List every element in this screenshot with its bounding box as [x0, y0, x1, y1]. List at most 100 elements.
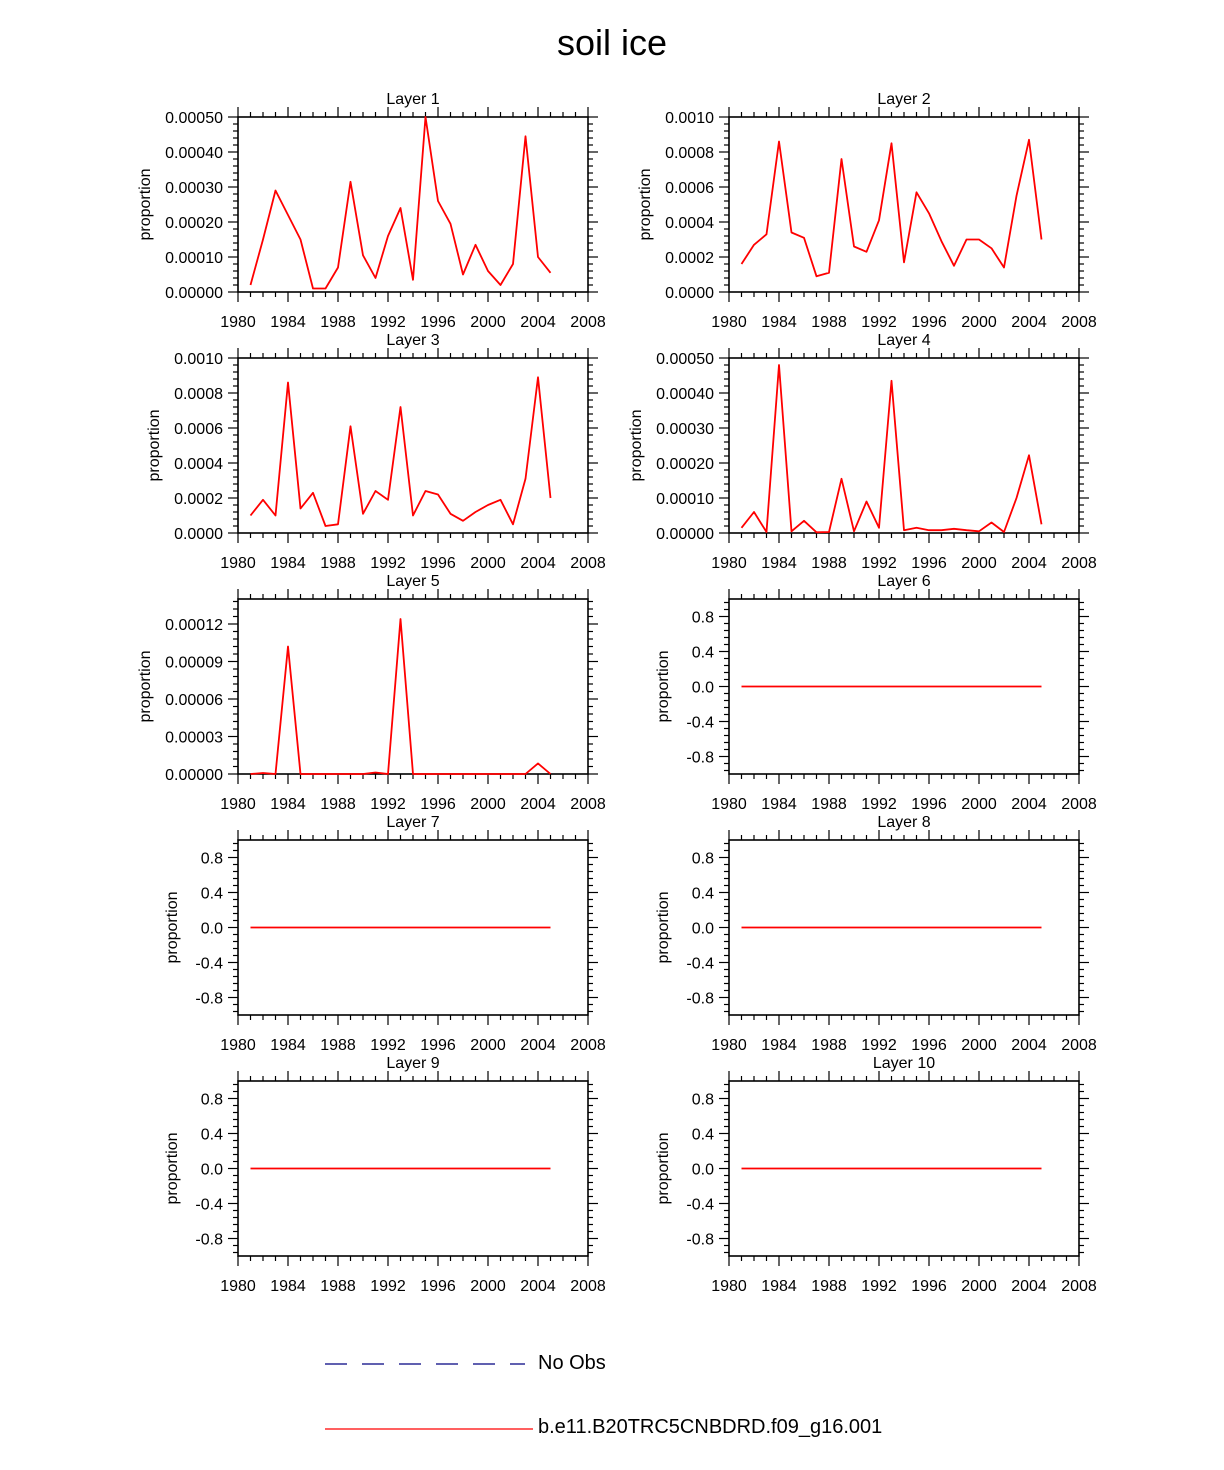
x-tick-label: 1988 [320, 796, 356, 813]
plot-frame [237, 598, 589, 775]
y-tick-label: -0.8 [686, 1232, 714, 1249]
y-tick-label: -0.4 [195, 956, 223, 973]
y-tick-label: -0.8 [195, 1232, 223, 1249]
y-tick-label: 0.00010 [165, 250, 223, 267]
x-tick-label: 2004 [520, 796, 556, 813]
y-tick-label: -0.4 [686, 1197, 714, 1214]
x-tick-label: 2004 [1011, 1278, 1047, 1295]
x-tick-label: 2008 [570, 314, 606, 331]
chart-panel-8: Layer 8 1980 1984 1988 1992 1996 2000 2004 2008 -… [655, 814, 1097, 1054]
y-tick-label: 0.0000 [665, 285, 714, 302]
x-tick-label: 1996 [911, 555, 947, 572]
y-tick-label: 0.0 [692, 1162, 714, 1179]
x-tick-label: 1996 [420, 796, 456, 813]
legend-label-model: b.e11.B20TRC5CNBDRD.f09_g16.001 [538, 1416, 883, 1438]
x-tick-label: 1992 [861, 314, 897, 331]
x-tick-label: 2008 [1061, 1278, 1097, 1295]
y-tick-label: 0.00040 [656, 386, 714, 403]
x-tick-label: 1984 [270, 314, 306, 331]
y-axis-label: proportion [137, 168, 154, 240]
x-tick-label: 1988 [320, 555, 356, 572]
series-line [740, 138, 1043, 278]
x-tick-label: 2000 [961, 1278, 997, 1295]
chart-panel-10: Layer 10 1980 1984 1988 1992 1996 2000 2004 2008… [655, 1055, 1097, 1295]
x-tick-label: 2004 [1011, 796, 1047, 813]
y-tick-label: 0.8 [692, 1092, 714, 1109]
y-tick-label: 0.4 [201, 886, 223, 903]
y-axis-label: proportion [655, 1132, 672, 1204]
y-axis-label: proportion [146, 409, 163, 481]
plot-frame [728, 116, 1080, 293]
chart-panel-6: Layer 6 1980 1984 1988 1992 1996 2000 2004 2008 -… [655, 573, 1097, 813]
x-tick-label: 2008 [570, 555, 606, 572]
panel-title: Layer 3 [386, 332, 439, 349]
y-tick-label: 0.00020 [656, 456, 714, 473]
x-tick-label: 1992 [370, 314, 406, 331]
x-tick-label: 2000 [961, 555, 997, 572]
y-tick-label: -0.4 [195, 1197, 223, 1214]
x-tick-label: 2000 [470, 314, 506, 331]
y-tick-label: 0.00006 [165, 692, 223, 709]
x-tick-label: 1992 [370, 796, 406, 813]
x-tick-label: 2004 [1011, 314, 1047, 331]
x-tick-label: 1984 [761, 314, 797, 331]
y-tick-label: 0.00009 [165, 655, 223, 672]
x-tick-label: 1984 [270, 796, 306, 813]
y-tick-label: 0.0 [201, 1162, 223, 1179]
panel-title: Layer 5 [386, 573, 439, 590]
y-tick-label: 0.0000 [174, 526, 223, 543]
y-tick-label: 0.0010 [665, 110, 714, 127]
x-tick-label: 1996 [420, 555, 456, 572]
x-tick-label: 2004 [520, 314, 556, 331]
y-tick-label: 0.00000 [656, 526, 714, 543]
x-tick-label: 2008 [570, 1278, 606, 1295]
legend-label-no-obs: No Obs [538, 1352, 606, 1374]
x-tick-label: 2000 [961, 796, 997, 813]
y-tick-label: 0.0 [692, 921, 714, 938]
x-tick-label: 1984 [270, 1037, 306, 1054]
x-tick-label: 1980 [220, 796, 256, 813]
x-tick-label: 2008 [570, 796, 606, 813]
y-tick-label: 0.00010 [656, 491, 714, 508]
y-tick-label: 0.0008 [174, 386, 223, 403]
legend-dashed-line [325, 1363, 525, 1365]
y-tick-label: 0.0008 [665, 145, 714, 162]
panel-title: Layer 1 [386, 91, 439, 108]
y-tick-label: 0.8 [201, 851, 223, 868]
x-tick-label: 2000 [470, 1037, 506, 1054]
y-tick-label: 0.0002 [665, 250, 714, 267]
y-tick-label: 0.0010 [174, 351, 223, 368]
y-tick-label: 0.8 [201, 1092, 223, 1109]
x-tick-label: 1996 [420, 1278, 456, 1295]
y-tick-label: 0.4 [692, 1127, 714, 1144]
x-tick-label: 1984 [761, 1037, 797, 1054]
y-tick-label: 0.0006 [174, 421, 223, 438]
y-axis-label: proportion [137, 650, 154, 722]
x-tick-label: 2000 [961, 314, 997, 331]
panel-title: Layer 6 [877, 573, 930, 590]
y-tick-label: 0.00040 [165, 145, 223, 162]
figure-title: soil ice [556, 22, 668, 63]
y-tick-label: 0.0002 [174, 491, 223, 508]
x-tick-label: 2000 [470, 796, 506, 813]
y-tick-label: 0.8 [692, 851, 714, 868]
x-tick-label: 1992 [370, 555, 406, 572]
x-tick-label: 1980 [711, 796, 747, 813]
y-axis-label: proportion [637, 168, 654, 240]
x-tick-label: 2004 [1011, 1037, 1047, 1054]
y-tick-label: 0.0004 [665, 215, 714, 232]
x-tick-label: 2004 [520, 1278, 556, 1295]
panel-title: Layer 4 [877, 332, 930, 349]
x-tick-label: 2000 [470, 1278, 506, 1295]
x-tick-label: 2004 [520, 555, 556, 572]
y-tick-label: 0.00030 [165, 180, 223, 197]
plot-frame [728, 357, 1080, 534]
chart-panel-5: Layer 5 1980 1984 1988 1992 1996 2000 2004 2008 0… [137, 573, 606, 813]
x-tick-label: 1988 [320, 1037, 356, 1054]
chart-panel-1: Layer 1 1980 1984 1988 1992 1996 2000 2004 2008 0… [137, 91, 606, 331]
y-axis-label: proportion [655, 891, 672, 963]
y-tick-label: 0.00000 [165, 767, 223, 784]
x-tick-label: 1984 [761, 555, 797, 572]
y-tick-label: 0.4 [692, 886, 714, 903]
y-axis-label: proportion [628, 409, 645, 481]
